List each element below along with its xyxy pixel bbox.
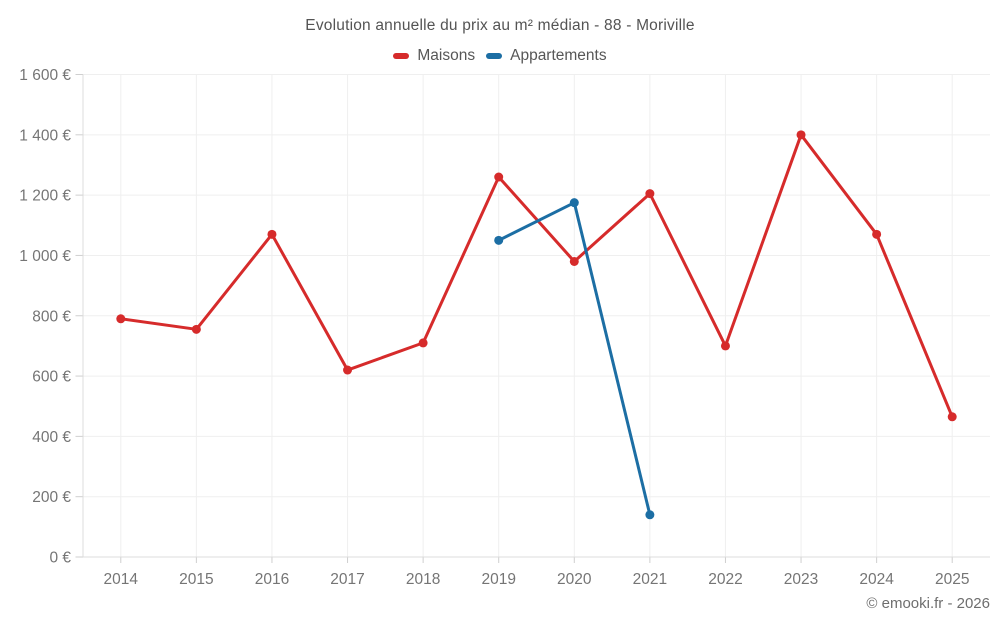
y-axis-label: 600 € [32, 369, 71, 386]
y-axis-label: 1 400 € [19, 127, 71, 144]
x-axis-label: 2020 [557, 571, 592, 588]
x-axis-label: 2018 [406, 571, 440, 588]
data-point-maisons[interactable] [645, 189, 655, 199]
x-axis-label: 2025 [935, 571, 969, 588]
y-axis-label: 0 € [49, 550, 71, 567]
data-point-maisons[interactable] [569, 256, 579, 266]
data-point-maisons[interactable] [494, 172, 504, 182]
legend-label-appartements: Appartements [510, 47, 607, 64]
data-point-maisons[interactable] [191, 324, 201, 334]
legend-item-maisons[interactable]: Maisons [393, 47, 475, 65]
legend-label-maisons: Maisons [417, 47, 476, 64]
y-axis-label: 1 000 € [19, 248, 71, 265]
chart-legend: Maisons Appartements [0, 47, 1000, 65]
x-axis-label: 2016 [255, 571, 289, 588]
copyright-credit: © emooki.fr - 2026 [866, 595, 990, 612]
data-point-maisons[interactable] [418, 338, 428, 348]
y-axis-label: 1 600 € [19, 67, 71, 84]
x-axis-label: 2024 [859, 571, 894, 588]
data-point-maisons[interactable] [796, 130, 806, 140]
maisons-series-swatch-icon [393, 53, 410, 59]
series-line-maisons [119, 133, 954, 419]
data-point-maisons[interactable] [872, 229, 882, 239]
data-point-appartements[interactable] [494, 235, 504, 245]
data-point-maisons[interactable] [720, 341, 730, 351]
x-axis-label: 2017 [330, 571, 364, 588]
data-point-maisons[interactable] [343, 365, 353, 375]
x-axis-label: 2019 [481, 571, 515, 588]
x-axis-label: 2023 [784, 571, 818, 588]
legend-item-appartements[interactable]: Appartements [486, 47, 607, 65]
y-axis-label: 200 € [32, 489, 71, 506]
data-point-maisons[interactable] [116, 314, 126, 324]
data-point-maisons[interactable] [947, 412, 957, 422]
x-axis-label: 2021 [633, 571, 667, 588]
data-point-appartements[interactable] [569, 198, 579, 208]
x-axis-label: 2015 [179, 571, 213, 588]
data-point-appartements[interactable] [645, 510, 655, 520]
y-axis-label: 800 € [32, 308, 71, 325]
page-title: Evolution annuelle du prix au m² médian … [305, 17, 695, 34]
y-axis-label: 400 € [32, 429, 71, 446]
y-axis-label: 1 200 € [19, 188, 71, 205]
appartements-series-swatch-icon [486, 53, 503, 59]
x-axis-label: 2022 [708, 571, 742, 588]
data-point-maisons[interactable] [267, 229, 277, 239]
x-axis-label: 2014 [104, 571, 139, 588]
